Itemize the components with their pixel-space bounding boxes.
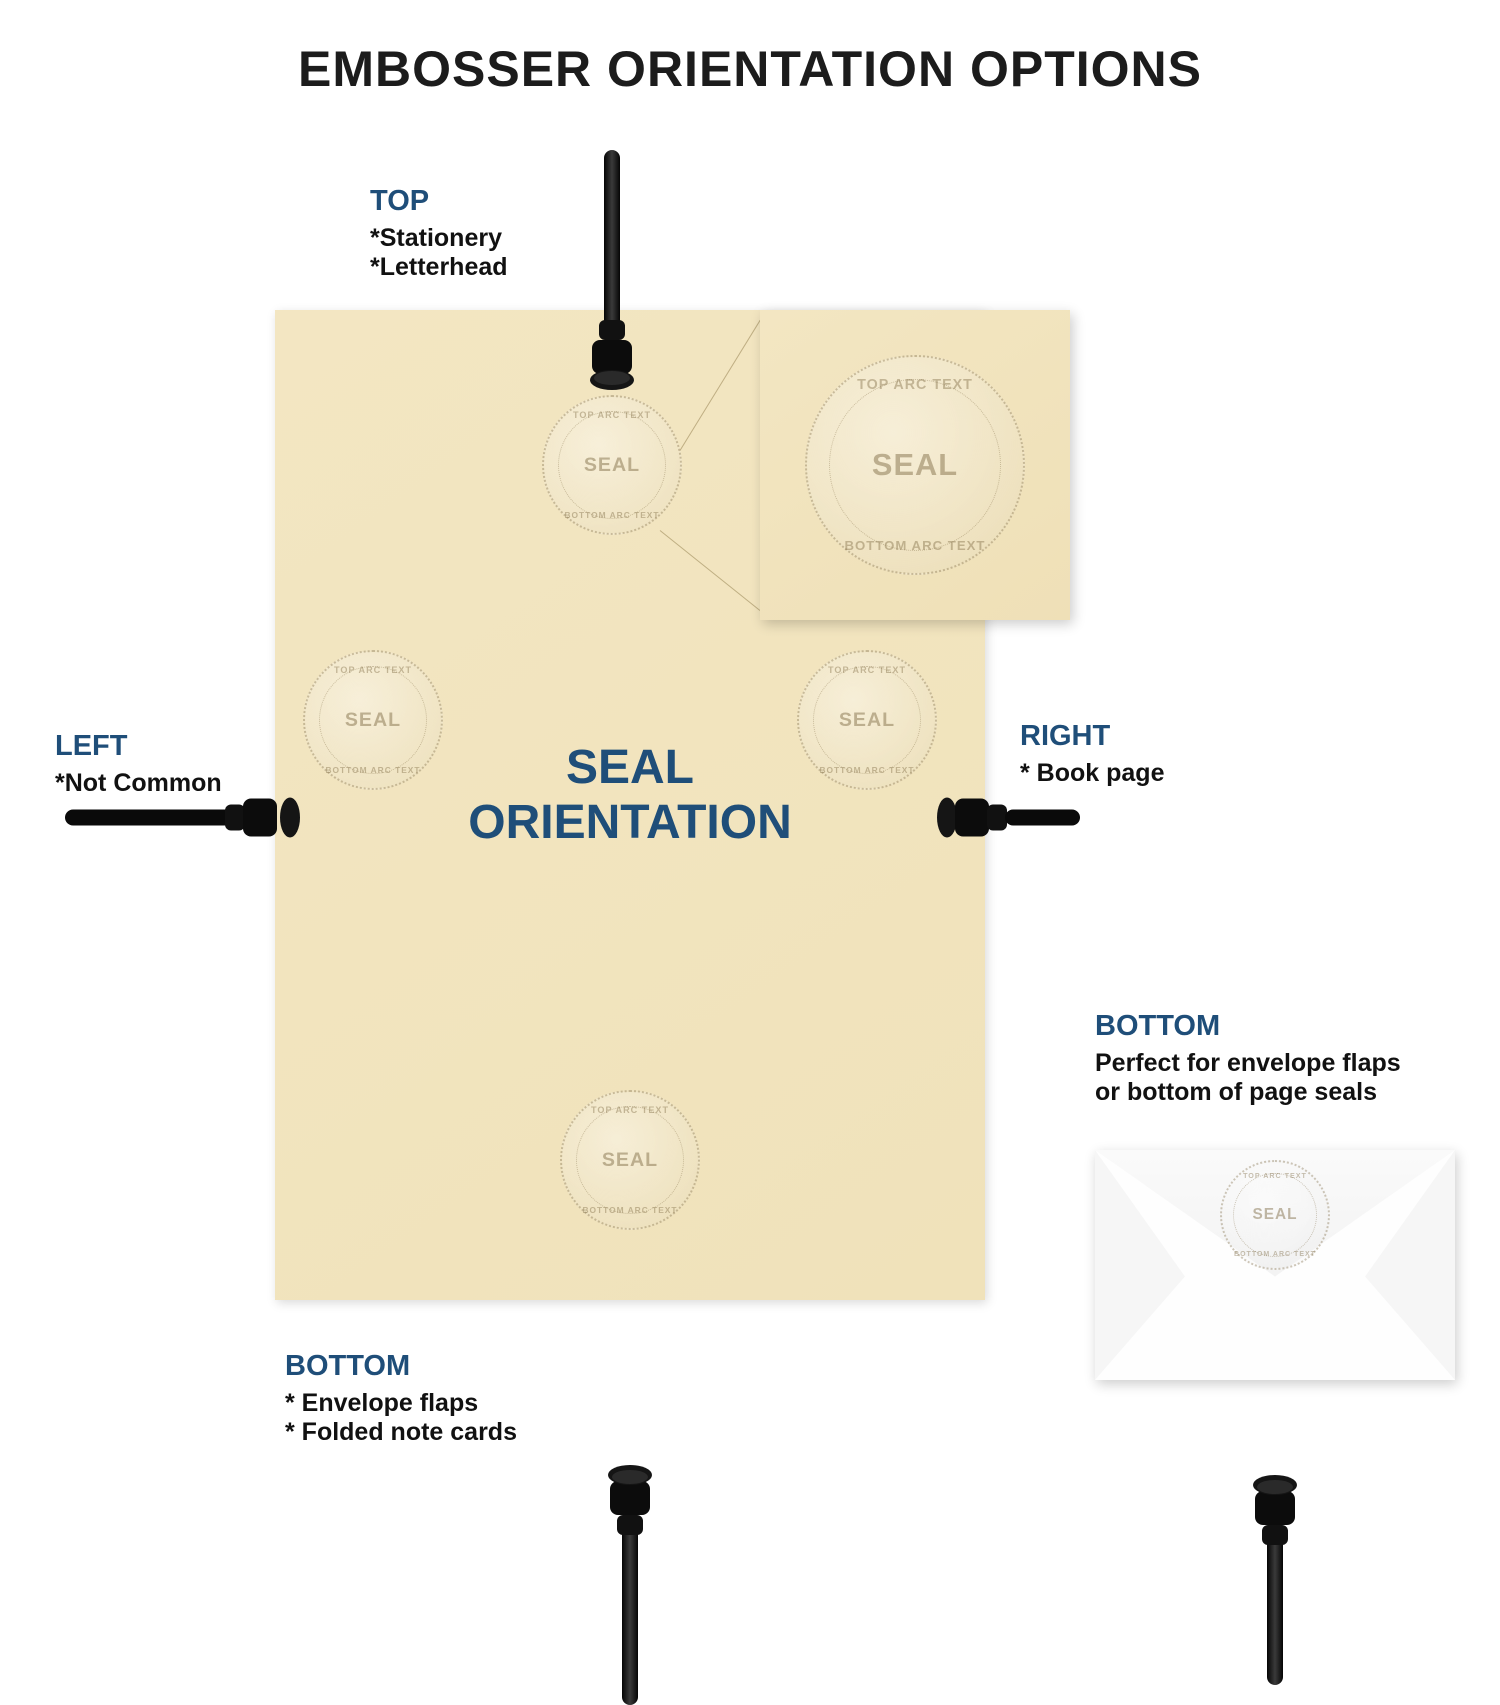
seal-bottom-arc: BOTTOM ARC TEXT (799, 765, 935, 775)
label-bottom-demo: BOTTOM Perfect for envelope flaps or bot… (1095, 1010, 1401, 1107)
embosser-icon (587, 150, 637, 395)
label-bottom: BOTTOM * Envelope flaps * Folded note ca… (285, 1350, 517, 1447)
label-bottom-demo-line2: or bottom of page seals (1095, 1078, 1401, 1107)
label-bottom-title: BOTTOM (285, 1350, 517, 1383)
label-right-title: RIGHT (1020, 720, 1164, 753)
label-bottom-line2: * Folded note cards (285, 1418, 517, 1447)
seal-center-text: SEAL (584, 454, 640, 477)
embosser-icon (1250, 1470, 1300, 1685)
label-top-line2: *Letterhead (370, 253, 508, 282)
label-right-line1: * Book page (1020, 759, 1164, 788)
page-title: EMBOSSER ORIENTATION OPTIONS (0, 40, 1500, 98)
center-label: SEAL ORIENTATION (420, 740, 840, 850)
label-top-title: TOP (370, 185, 508, 218)
seal-top-arc: TOP ARC TEXT (562, 1105, 698, 1115)
label-top: TOP *Stationery *Letterhead (370, 185, 508, 282)
seal-bottom-arc: BOTTOM ARC TEXT (544, 510, 680, 520)
seal-top-arc: TOP ARC TEXT (1222, 1172, 1328, 1180)
label-bottom-demo-title: BOTTOM (1095, 1010, 1401, 1043)
seal-center-text: SEAL (1252, 1206, 1297, 1224)
seal-center-text: SEAL (872, 447, 958, 483)
seal-center-text: SEAL (602, 1149, 658, 1172)
embosser-icon (65, 793, 305, 848)
seal-impression: SEAL TOP ARC TEXT BOTTOM ARC TEXT (1220, 1160, 1330, 1270)
seal-bottom-arc: BOTTOM ARC TEXT (1222, 1251, 1328, 1258)
label-bottom-demo-line1: Perfect for envelope flaps (1095, 1049, 1401, 1078)
seal-impression: SEAL TOP ARC TEXT BOTTOM ARC TEXT (805, 355, 1025, 575)
seal-top-arc: TOP ARC TEXT (807, 377, 1023, 393)
label-left: LEFT *Not Common (55, 730, 222, 798)
seal-impression: SEAL TOP ARC TEXT BOTTOM ARC TEXT (303, 650, 443, 790)
embosser-icon (935, 793, 1085, 848)
seal-top-arc: TOP ARC TEXT (799, 665, 935, 675)
seal-bottom-arc: BOTTOM ARC TEXT (807, 538, 1023, 553)
center-label-line1: SEAL (420, 740, 840, 795)
embosser-icon (605, 1460, 655, 1705)
label-bottom-line1: * Envelope flaps (285, 1389, 517, 1418)
seal-bottom-arc: BOTTOM ARC TEXT (562, 1205, 698, 1215)
seal-top-arc: TOP ARC TEXT (544, 410, 680, 420)
seal-center-text: SEAL (345, 709, 401, 732)
seal-bottom-arc: BOTTOM ARC TEXT (305, 765, 441, 775)
seal-top-arc: TOP ARC TEXT (305, 665, 441, 675)
seal-impression: SEAL TOP ARC TEXT BOTTOM ARC TEXT (797, 650, 937, 790)
seal-impression: SEAL TOP ARC TEXT BOTTOM ARC TEXT (542, 395, 682, 535)
label-top-line1: *Stationery (370, 224, 508, 253)
label-right: RIGHT * Book page (1020, 720, 1164, 788)
center-label-line2: ORIENTATION (420, 795, 840, 850)
seal-center-text: SEAL (839, 709, 895, 732)
label-left-title: LEFT (55, 730, 222, 763)
seal-impression: SEAL TOP ARC TEXT BOTTOM ARC TEXT (560, 1090, 700, 1230)
